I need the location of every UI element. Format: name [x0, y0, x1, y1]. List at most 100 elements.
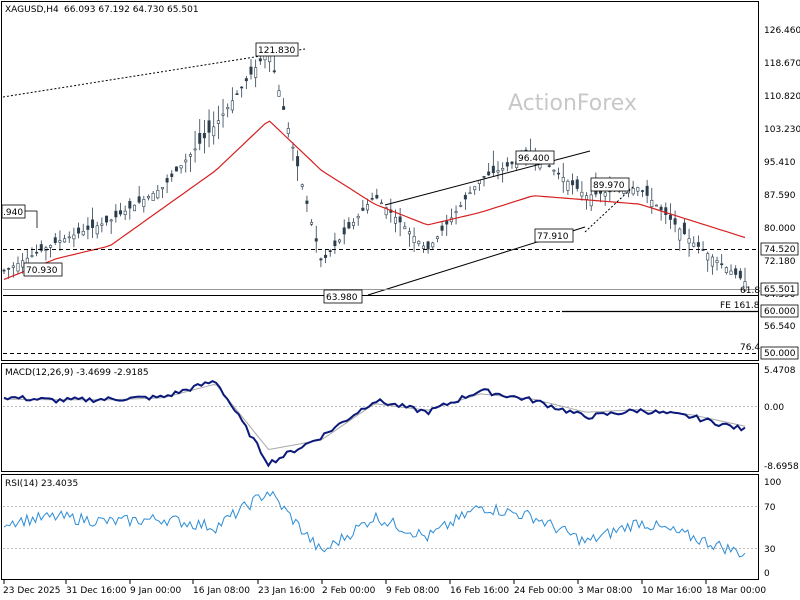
- candle-body: [305, 200, 309, 204]
- candle-body: [58, 240, 62, 243]
- candle-body: [72, 234, 76, 240]
- annotation-89970: 89.970: [590, 177, 630, 192]
- rsi-line: [3, 490, 746, 558]
- annotation-77910: 77.910: [534, 228, 574, 243]
- candle-body: [333, 240, 337, 247]
- watermark-text: ActionForex: [508, 91, 637, 116]
- candle-body: [431, 242, 435, 248]
- candle-body: [272, 70, 276, 73]
- candle-body: [571, 180, 575, 186]
- time-label: 2 Feb 00:00: [322, 586, 376, 596]
- candle-body: [21, 260, 25, 268]
- svg-text:63.980: 63.980: [326, 293, 358, 303]
- candle-body: [244, 78, 248, 82]
- candle-body: [585, 195, 589, 200]
- price-tick: 80.000: [764, 224, 796, 234]
- time-label: 24 Feb 00:00: [514, 586, 573, 596]
- candle-body: [53, 237, 57, 243]
- time-label: 9 Feb 08:00: [386, 586, 440, 596]
- candle-body: [640, 190, 644, 192]
- price-tick: 72.180: [764, 257, 796, 267]
- candle-body: [282, 106, 286, 110]
- candle-body: [49, 244, 53, 248]
- candle-body: [678, 228, 682, 241]
- candle-body: [738, 270, 742, 279]
- candle-body: [86, 225, 90, 230]
- time-label: 16 Jan 08:00: [193, 586, 250, 596]
- tag-60000: 60.000: [760, 304, 799, 318]
- candle-body: [81, 231, 85, 236]
- candle-body: [743, 281, 747, 292]
- candle-body: [734, 268, 738, 275]
- candle-body: [128, 201, 132, 209]
- candle-body: [249, 66, 253, 75]
- candle-body: [314, 238, 318, 242]
- price-tick: 118.670: [764, 59, 800, 69]
- candle-body: [2, 269, 6, 272]
- candle-body: [184, 159, 188, 163]
- price-tick: 110.820: [764, 92, 800, 102]
- candle-body: [100, 223, 104, 226]
- candle-body: [580, 191, 584, 197]
- candle-body: [240, 86, 244, 89]
- candle-body: [95, 225, 99, 235]
- candle-body: [216, 120, 220, 124]
- candle-body: [561, 177, 565, 183]
- candle-body: [105, 215, 109, 223]
- time-label: 23 Dec 2025: [3, 586, 61, 596]
- svg-text:77.910: 77.910: [537, 232, 569, 242]
- candle-body: [35, 251, 39, 254]
- candle-body: [165, 178, 169, 183]
- time-label: 3 Mar 08:00: [578, 586, 633, 596]
- candle-body: [146, 196, 150, 199]
- candle-body: [720, 263, 724, 266]
- candle-body: [277, 90, 281, 97]
- candle-body: [379, 202, 383, 205]
- candle-body: [114, 210, 118, 218]
- time-axis: 23 Dec 2025 31 Dec 16:00 9 Jan 00:00 16 …: [3, 580, 766, 596]
- candle-body: [207, 120, 211, 133]
- time-label: 18 Mar 00:00: [706, 586, 766, 596]
- svg-text:60.000: 60.000: [764, 307, 796, 317]
- svg-text:121.830: 121.830: [258, 46, 295, 56]
- candle-body: [137, 196, 141, 203]
- candle-body: [300, 184, 304, 187]
- candle-body: [338, 239, 342, 243]
- channel-upper-line: [384, 150, 591, 206]
- candle-body: [645, 185, 649, 196]
- rsi-tick: 30: [764, 545, 776, 555]
- candle-body: [724, 267, 728, 273]
- macd-tick: 5.4708: [764, 366, 796, 376]
- candle-body: [482, 176, 486, 178]
- candle-body: [459, 205, 463, 207]
- candle-body: [547, 165, 551, 167]
- candle-body: [426, 241, 430, 250]
- svg-text:50.000: 50.000: [764, 349, 796, 359]
- svg-text:89.970: 89.970: [593, 181, 625, 191]
- candle-body: [77, 227, 81, 234]
- candle-body: [235, 93, 239, 95]
- annotation-940-cut: .940: [1, 204, 26, 219]
- candle-body: [286, 128, 290, 134]
- candle-body: [384, 207, 388, 216]
- candle-body: [63, 238, 67, 243]
- candle-body: [319, 258, 323, 261]
- candle-body: [412, 236, 416, 243]
- candle-body: [510, 161, 514, 165]
- svg-text:74.520: 74.520: [764, 245, 796, 255]
- time-label: 23 Jan 16:00: [258, 586, 315, 596]
- annotation-121830: 121.830: [255, 42, 299, 57]
- candle-body: [328, 250, 332, 253]
- candle-body: [692, 242, 696, 247]
- time-label: 10 Mar 16:00: [642, 586, 702, 596]
- candle-body: [39, 244, 43, 251]
- candle-body: [473, 186, 477, 191]
- candle-body: [291, 146, 295, 149]
- candle-body: [631, 187, 635, 195]
- candle-body: [668, 214, 672, 220]
- candle-body: [682, 222, 686, 235]
- candle-body: [659, 206, 663, 211]
- macd-tick: -8.6958: [764, 462, 799, 472]
- note-fe-161-8: FE 161.8: [720, 301, 760, 311]
- annotation-70930: 70.930: [23, 262, 63, 277]
